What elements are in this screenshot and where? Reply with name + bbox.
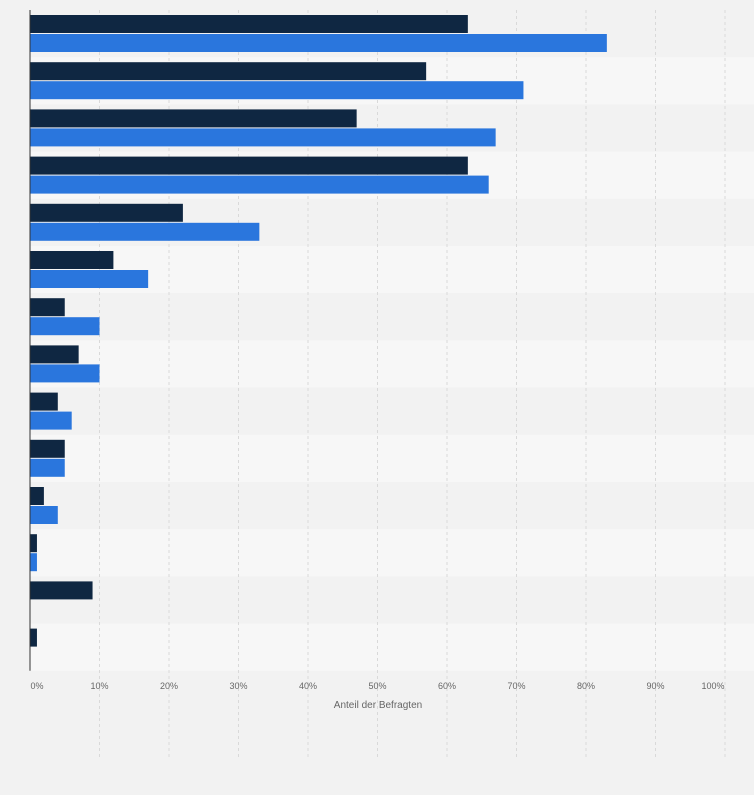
- bar: [30, 458, 65, 477]
- row-band: [30, 340, 754, 388]
- bar: [30, 581, 93, 600]
- x-tick-label: 60%: [438, 681, 456, 691]
- bar: [30, 128, 496, 147]
- bar: [30, 251, 114, 269]
- bar: [30, 345, 79, 364]
- bar: [30, 534, 37, 553]
- bar: [30, 317, 100, 336]
- bar: [30, 364, 100, 383]
- row-band: [30, 529, 754, 577]
- bar: [30, 15, 468, 33]
- x-tick-label: 30%: [229, 681, 247, 691]
- bar: [30, 175, 489, 194]
- bar: [30, 298, 65, 317]
- x-tick-labels: 0% 10% 20% 30% 40% 50% 60% 70% 80% 90% 100%: [30, 681, 724, 691]
- bar: [30, 222, 260, 241]
- x-tick-label: 100%: [701, 681, 724, 691]
- bar: [30, 81, 524, 100]
- bar: [30, 553, 37, 572]
- bar: [30, 34, 607, 52]
- row-bands: [30, 10, 754, 671]
- row-band: [30, 623, 754, 671]
- x-axis-label: Anteil der Befragten: [334, 700, 422, 711]
- bar: [30, 506, 58, 524]
- bar: [30, 156, 468, 175]
- gridlines: [99, 10, 726, 760]
- bar: [30, 109, 357, 128]
- bar: [30, 439, 65, 458]
- bar: [30, 628, 37, 647]
- bar: [30, 392, 58, 411]
- x-tick-label: 90%: [646, 681, 664, 691]
- bar: [30, 487, 44, 505]
- row-band: [30, 434, 754, 482]
- row-band: [30, 482, 754, 530]
- row-band: [30, 387, 754, 435]
- x-tick-label: 70%: [507, 681, 525, 691]
- bar: [30, 62, 427, 81]
- x-tick-label: 20%: [160, 681, 178, 691]
- bar: [30, 203, 183, 222]
- x-tick-label: 0%: [30, 681, 43, 691]
- x-tick-label: 80%: [577, 681, 595, 691]
- row-band: [30, 576, 754, 624]
- x-tick-label: 50%: [368, 681, 386, 691]
- row-band: [30, 246, 754, 294]
- bars: [30, 15, 607, 647]
- row-band: [30, 293, 754, 341]
- x-tick-label: 40%: [299, 681, 317, 691]
- x-tick-label: 10%: [90, 681, 108, 691]
- bar: [30, 270, 149, 288]
- bar: [30, 411, 72, 430]
